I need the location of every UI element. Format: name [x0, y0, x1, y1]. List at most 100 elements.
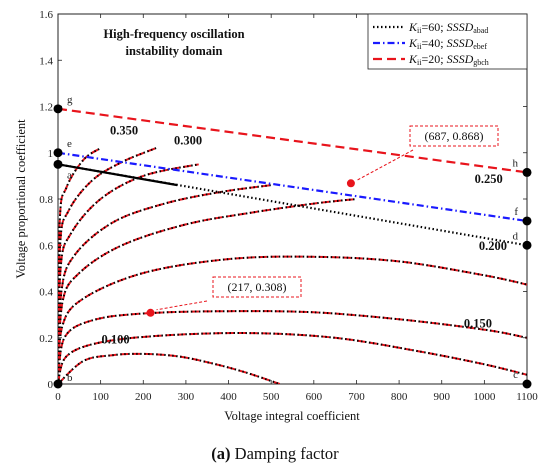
- contour-label: 0.150: [464, 316, 492, 330]
- y-tick-label: 0.2: [39, 333, 53, 345]
- legend-part: K: [408, 20, 418, 34]
- annotation-box: [212, 276, 302, 298]
- x-tick-label: 100: [92, 391, 109, 403]
- legend-part: SSSD: [447, 36, 474, 50]
- contour-label: 0.250: [475, 172, 503, 186]
- x-tick-label: 700: [348, 391, 365, 403]
- point-label-f: f: [514, 206, 518, 218]
- x-tick-label: 0: [55, 391, 61, 403]
- x-tick-label: 1100: [516, 391, 538, 403]
- y-tick-label: 1.6: [39, 9, 53, 21]
- legend-part: =60;: [421, 20, 446, 34]
- plot-frame: [57, 13, 528, 385]
- legend-part: gbch: [473, 58, 489, 67]
- y-tick-label: 0.6: [39, 240, 53, 252]
- contour-line-black: [58, 255, 527, 384]
- x-tick-label: 600: [306, 391, 323, 403]
- instability-domain-title-line1: High-frequency oscillation: [103, 27, 244, 41]
- x-tick-label: 900: [433, 391, 450, 403]
- contour-line-black: [58, 332, 527, 384]
- annotation-point: [346, 179, 355, 188]
- contour-labels: 0.350 0.300 0.250 0.200 0.150 0.100: [101, 123, 506, 346]
- contour-line-red: [58, 352, 281, 384]
- x-tick-label: 400: [220, 391, 237, 403]
- x-tick-label: 800: [391, 391, 408, 403]
- legend-part: ebef: [473, 42, 487, 51]
- annotation-text: (687, 0.868): [425, 129, 484, 143]
- point-b: [53, 379, 63, 389]
- annotation-leader: [156, 300, 208, 311]
- contour-line-red: [58, 147, 157, 384]
- contour-line-black: [58, 198, 357, 384]
- x-tick-label: 300: [178, 391, 195, 403]
- legend-part: SSSD: [447, 20, 474, 34]
- point-label-d: d: [513, 230, 519, 242]
- series-line-abad: [58, 163, 527, 247]
- legend-part: =40;: [421, 36, 446, 50]
- y-tick-label: 0.8: [39, 194, 53, 206]
- annotation-point: [146, 308, 155, 317]
- legend-part: K: [408, 52, 418, 66]
- annotation-text: (217, 0.308): [228, 280, 287, 294]
- point-f: [522, 216, 532, 226]
- contour-label: 0.300: [174, 134, 202, 148]
- annotation-box: [409, 125, 499, 147]
- point-label-e: e: [67, 138, 72, 150]
- legend-part: =20;: [421, 52, 446, 66]
- point-label-c: c: [513, 369, 518, 381]
- legend-part: abad: [473, 26, 488, 35]
- contour-label: 0.350: [110, 123, 138, 137]
- legend-part: ii: [417, 58, 422, 67]
- legend-label-ebef: Kii=40; SSSDebef: [408, 36, 487, 51]
- contour-label: 0.100: [101, 333, 129, 347]
- y-tick-label: 0: [48, 379, 54, 391]
- contour-lines: [58, 147, 527, 384]
- caption-text: Damping factor: [231, 444, 340, 463]
- point-c: [522, 379, 532, 389]
- contour-line-black: [58, 147, 102, 384]
- contour-line-red: [58, 310, 527, 384]
- legend-label-gbch: Kii=20; SSSDgbch: [408, 52, 489, 67]
- point-label-a: a: [67, 169, 72, 181]
- x-tick-label: 500: [263, 391, 280, 403]
- point-h: [522, 167, 532, 177]
- x-tick-label: 1000: [473, 391, 496, 403]
- legend-part: ii: [417, 26, 422, 35]
- point-d: [522, 240, 532, 250]
- point-label-b: b: [67, 372, 73, 384]
- axis-ticks: 0 100 200 300 400 500 600 700 800 900 1000 1100 0 0.2…: [39, 9, 538, 403]
- contour-line-red: [58, 198, 357, 384]
- point-label-h: h: [513, 157, 519, 169]
- legend-part: K: [408, 36, 418, 50]
- series-lines: [58, 107, 527, 247]
- point-e: [53, 148, 63, 158]
- point-g: [53, 104, 63, 114]
- legend-part: ii: [417, 42, 422, 51]
- contour-label: 0.200: [479, 239, 507, 253]
- x-tick-label: 200: [135, 391, 152, 403]
- instability-domain-title-line2: instability domain: [126, 44, 223, 58]
- contour-line-black: [58, 310, 527, 384]
- series-line-abad-solid: [58, 163, 178, 187]
- legend-label-abad: Kii=60; SSSDabad: [408, 20, 488, 35]
- series-line-ebef: [58, 151, 527, 223]
- contour-line-black: [58, 352, 281, 384]
- annotation-leader: [356, 149, 414, 181]
- caption-label: (a): [211, 444, 230, 463]
- y-tick-label: 1.2: [39, 102, 53, 114]
- y-tick-label: 0.4: [39, 287, 53, 299]
- annotations: (687, 0.868) (217, 0.308): [146, 125, 499, 317]
- legend-part: SSSD: [447, 52, 474, 66]
- figure-caption: (a) Damping factor: [211, 444, 339, 463]
- y-axis-label: Voltage proportional coefficient: [14, 119, 28, 279]
- y-tick-label: 1.4: [39, 55, 53, 67]
- contour-line-black: [58, 147, 157, 384]
- boundary-points: g e a b h fd c: [53, 94, 532, 389]
- y-tick-label: 1: [48, 148, 54, 160]
- point-label-g: g: [67, 94, 73, 106]
- contour-line-red: [58, 255, 527, 384]
- point-a: [53, 159, 63, 169]
- x-axis-label: Voltage integral coefficient: [224, 409, 360, 423]
